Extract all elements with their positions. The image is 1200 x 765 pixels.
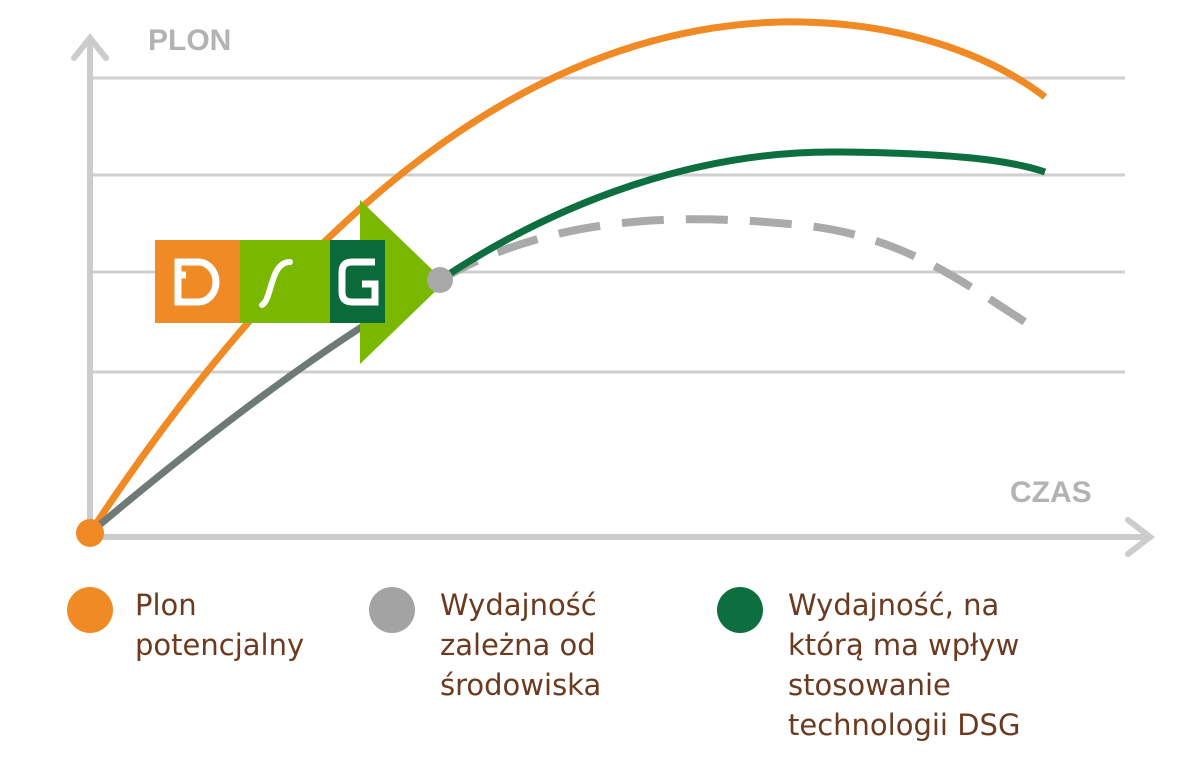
origin-dot <box>76 519 104 547</box>
legend-text: Wydajność, na <box>788 588 999 622</box>
y-axis-label: PLON <box>148 24 231 57</box>
dsg-curve <box>438 148 1047 283</box>
legend-marker <box>67 587 113 633</box>
x-arrow <box>1125 517 1155 557</box>
legend <box>67 587 763 633</box>
legend-text: stosowanie <box>788 668 951 702</box>
axes <box>71 33 1155 557</box>
logo-d <box>174 258 220 306</box>
legend-text: Wydajność <box>440 588 597 622</box>
potential-curve <box>87 18 1048 535</box>
legend-text: potencjalny <box>135 628 304 662</box>
logo-s <box>259 259 293 308</box>
legend-marker <box>717 587 763 633</box>
logo-g <box>338 258 379 306</box>
x-axis-label: CZAS <box>1010 476 1092 509</box>
legend-text: zależna od <box>440 628 596 662</box>
legend-marker <box>369 587 415 633</box>
legend-text: którą ma wpływ <box>788 628 1019 662</box>
split-dot <box>427 267 453 293</box>
legend-text: środowiska <box>440 668 601 702</box>
legend-text: Plon <box>135 588 197 622</box>
dsg-logo <box>155 200 445 364</box>
legend-text: technologii DSG <box>788 708 1020 742</box>
environment-curve-dashed <box>437 215 1028 326</box>
logo-d-box <box>155 240 240 323</box>
y-arrow <box>71 33 109 61</box>
